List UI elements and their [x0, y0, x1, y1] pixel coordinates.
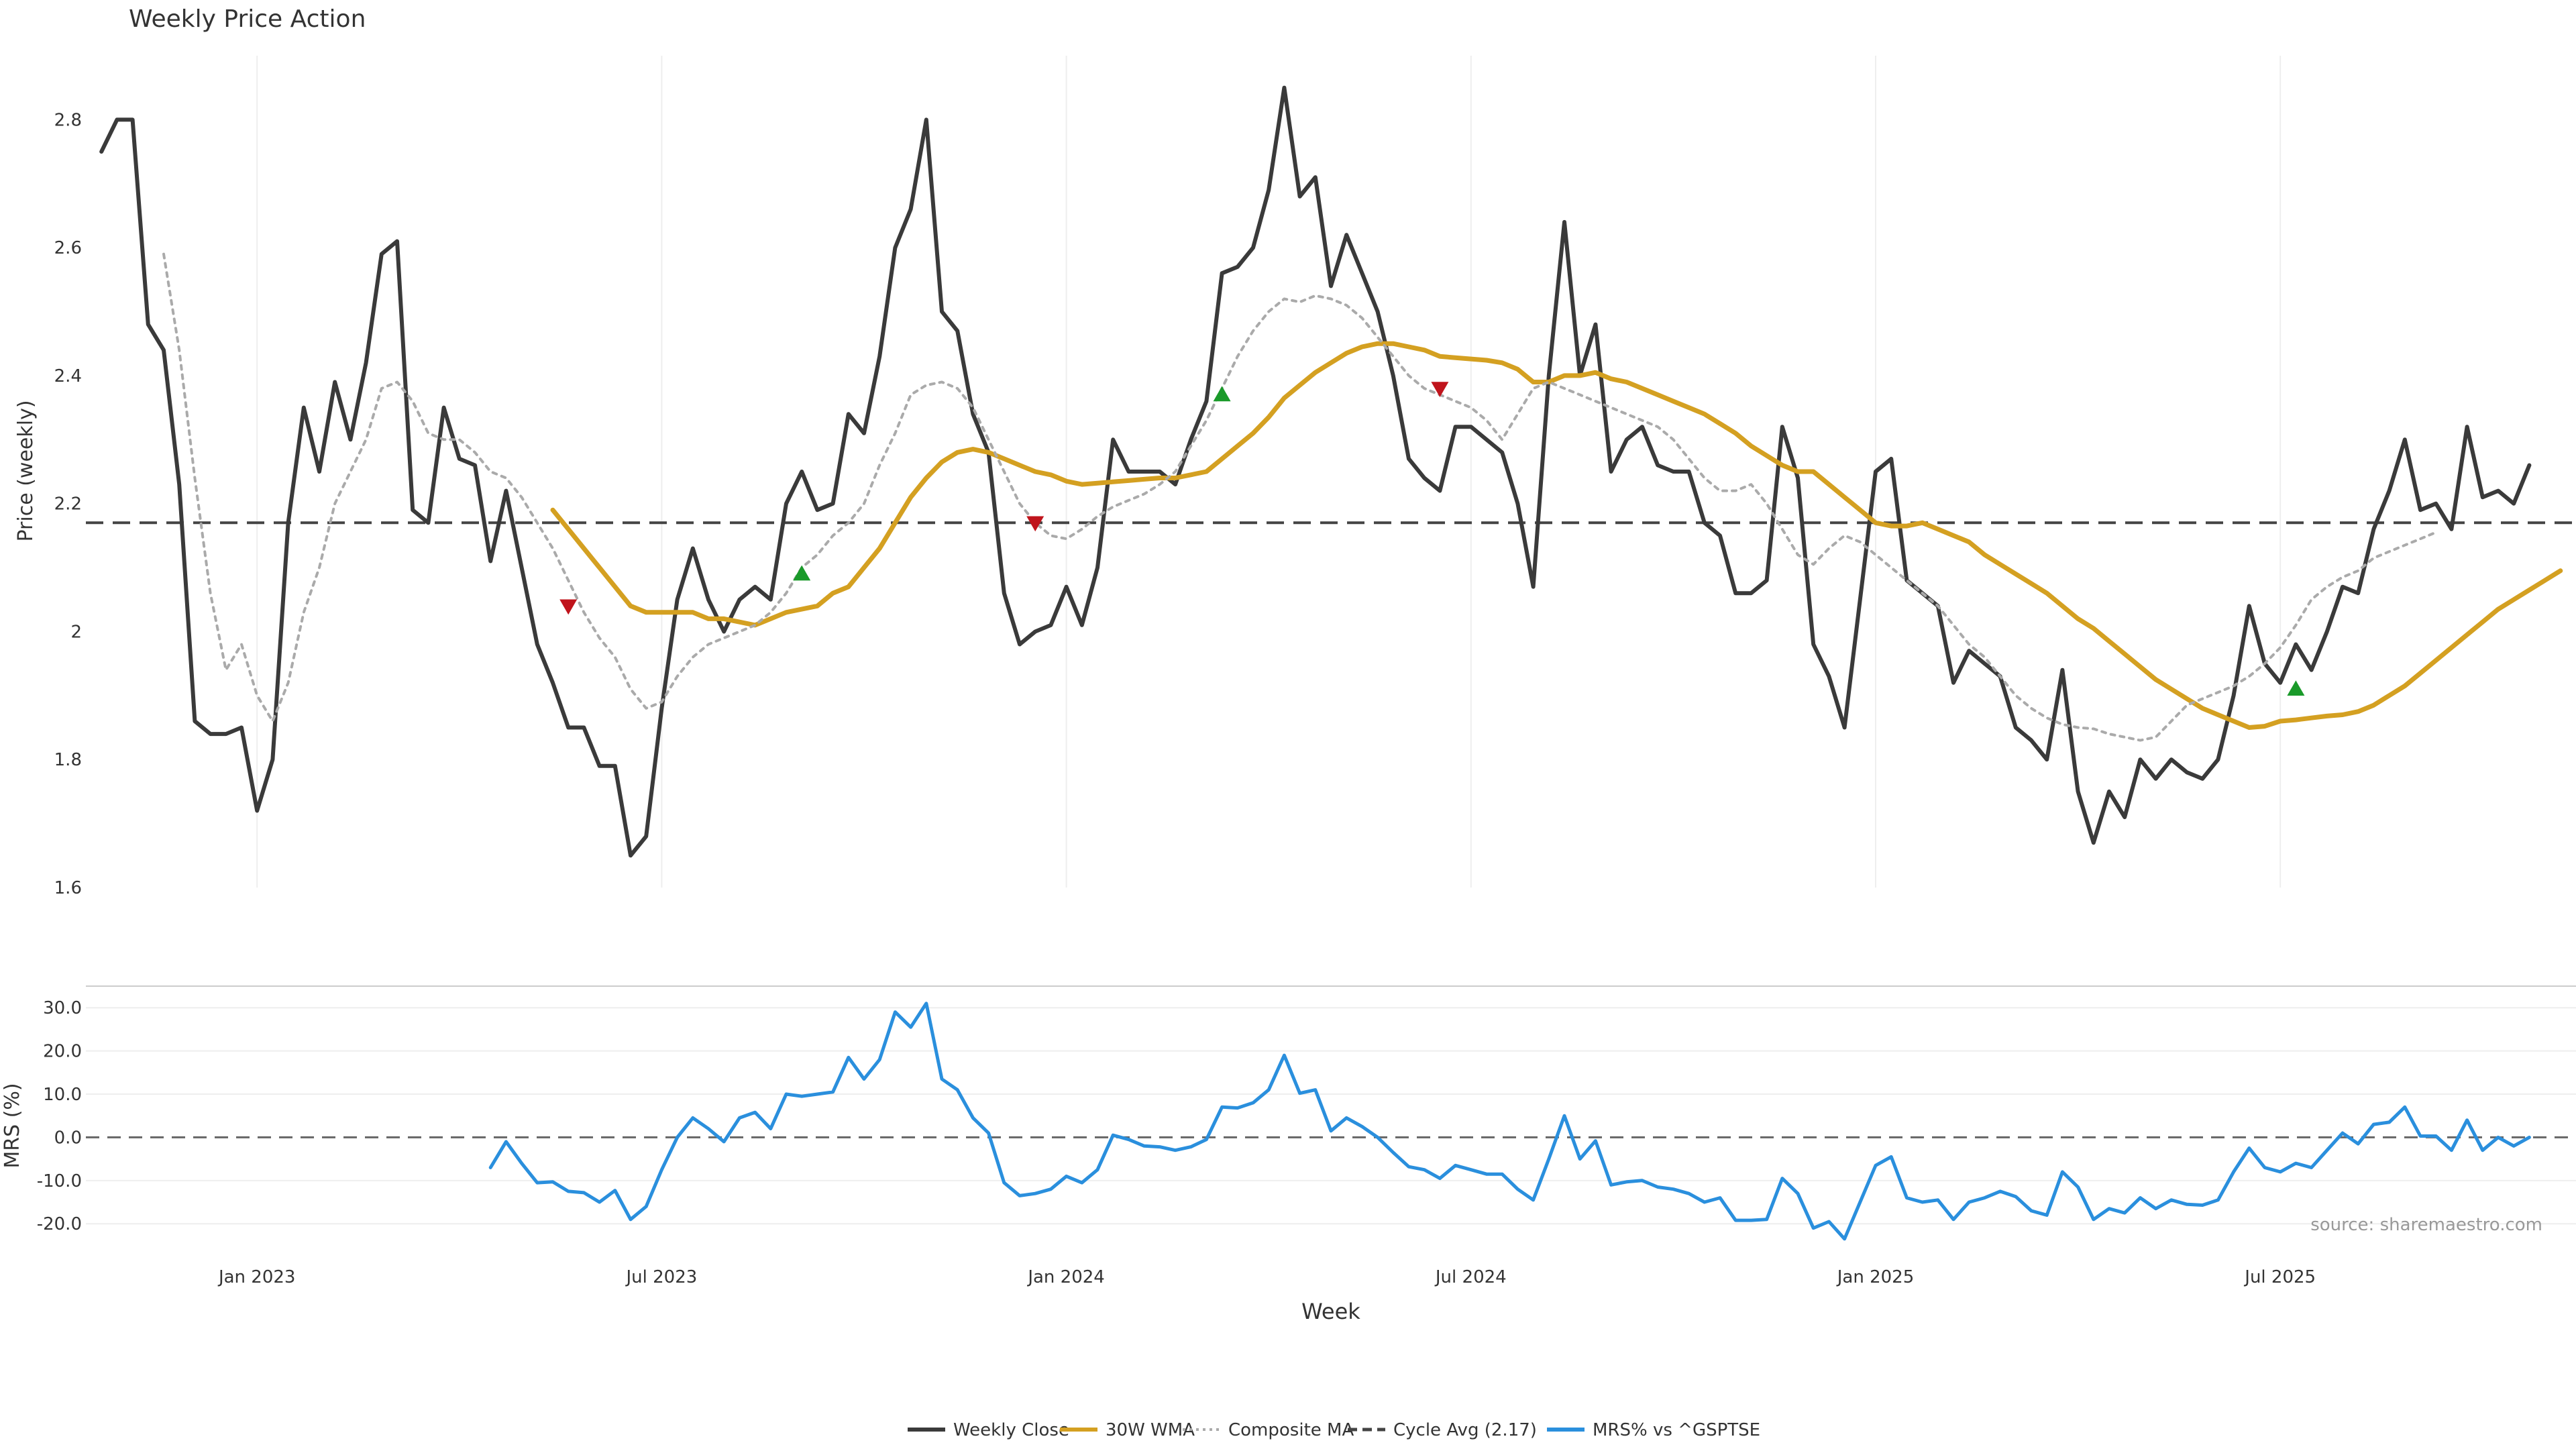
sell-signal-marker — [559, 599, 578, 615]
price-panel: 1.6 1.8 2 2.2 2.4 2.6 2.8 Price (weekly) — [14, 56, 2576, 898]
legend-label: MRS% vs ^GSPTSE — [1593, 1420, 1760, 1440]
price-y-tick-label: 2 — [70, 622, 82, 642]
mrs-y-tick-label: -20.0 — [37, 1214, 82, 1234]
legend-item: Cycle Avg (2.17) — [1348, 1420, 1537, 1440]
signal-markers — [559, 382, 2305, 696]
sell-signal-marker — [1026, 516, 1044, 532]
buy-signal-marker — [2287, 680, 2305, 696]
legend-label: Cycle Avg (2.17) — [1393, 1420, 1537, 1440]
price-series — [99, 85, 2563, 858]
x-tick-label: Jul 2024 — [1434, 1267, 1507, 1287]
x-axis: Jan 2023 Jul 2023 Jan 2024 Jul 2024 Jan 2025… — [217, 1267, 2316, 1287]
legend-item: Weekly Close — [908, 1420, 1069, 1440]
mrs-y-axis: -20.0 -10.0 0.0 10.0 20.0 30.0 — [37, 998, 82, 1234]
mrs-y-tick-label: 0.0 — [54, 1128, 82, 1148]
chart-title: Weekly Price Action — [129, 5, 366, 33]
price-y-tick-label: 2.6 — [54, 238, 82, 258]
mrs-y-tick-label: 20.0 — [43, 1042, 82, 1062]
x-tick-label: Jan 2024 — [1026, 1267, 1105, 1287]
x-tick-label: Jul 2025 — [2243, 1267, 2316, 1287]
legend-item: 30W WMA — [1060, 1420, 1195, 1440]
x-tick-label: Jul 2023 — [625, 1267, 697, 1287]
x-tick-label: Jan 2025 — [1836, 1267, 1915, 1287]
mrs-y-tick-label: -10.0 — [37, 1171, 82, 1191]
series-line-composite-ma — [162, 252, 2438, 742]
x-axis-title: Week — [1301, 1299, 1360, 1324]
price-y-tick-label: 1.6 — [54, 878, 82, 898]
x-tick-label: Jan 2023 — [217, 1267, 296, 1287]
series-line-30w-wma — [550, 341, 2563, 730]
price-y-tick-label: 2.2 — [54, 494, 82, 515]
price-y-axis: 1.6 1.8 2 2.2 2.4 2.6 2.8 — [54, 110, 82, 898]
series-line-mrs — [488, 1002, 2531, 1241]
legend: Weekly Close 30W WMA Composite MA Cycle Avg… — [908, 1420, 1760, 1440]
legend-label: 30W WMA — [1106, 1420, 1195, 1440]
mrs-y-axis-title: MRS (%) — [1, 1083, 24, 1168]
legend-label: Weekly Close — [953, 1420, 1069, 1440]
mrs-panel: -20.0 -10.0 0.0 10.0 20.0 30.0 MRS (%) source… — [1, 985, 2576, 1241]
series-line-weekly-close — [99, 85, 2532, 858]
price-y-axis-title: Price (weekly) — [14, 400, 38, 541]
source-note: source: sharemaestro.com — [2310, 1215, 2542, 1235]
mrs-y-tick-label: 30.0 — [43, 998, 82, 1018]
buy-signal-marker — [793, 565, 811, 581]
legend-item: Composite MA — [1183, 1420, 1354, 1440]
price-y-tick-label: 1.8 — [54, 750, 82, 770]
legend-item: MRS% vs ^GSPTSE — [1547, 1420, 1760, 1440]
mrs-series — [488, 1002, 2531, 1241]
mrs-y-tick-label: 10.0 — [43, 1085, 82, 1105]
mrs-grid — [86, 1007, 2576, 1225]
price-y-tick-label: 2.4 — [54, 366, 82, 386]
legend-label: Composite MA — [1228, 1420, 1354, 1440]
buy-signal-marker — [1213, 386, 1231, 402]
price-y-tick-label: 2.8 — [54, 110, 82, 130]
sell-signal-marker — [1431, 382, 1449, 397]
